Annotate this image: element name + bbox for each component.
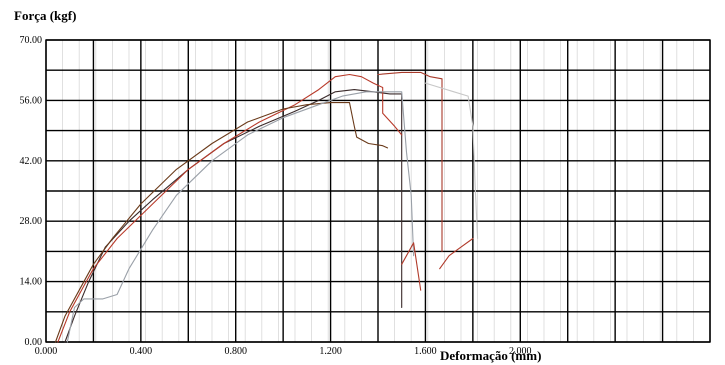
series-line-7 [439, 237, 474, 270]
series-line-6 [424, 82, 479, 240]
x-tick-label: 0.400 [130, 346, 153, 357]
y-tick-label: 42.00 [20, 156, 43, 167]
series-line-3 [54, 102, 389, 343]
x-tick-label: 1.200 [319, 346, 342, 357]
y-axis-label: Força (kgf) [14, 8, 76, 23]
y-tick-label: 28.00 [20, 216, 43, 227]
plot-frame [45, 39, 711, 343]
x-tick-label: 2.000 [509, 346, 532, 357]
grid [45, 39, 711, 343]
x-tick-label: 0.000 [35, 346, 58, 357]
x-tick-label: 0.800 [224, 346, 247, 357]
y-tick-label: 70.00 [20, 35, 43, 46]
x-axis-label: Deformação (mm) [440, 348, 541, 363]
series-line-4 [66, 91, 415, 343]
series-layer [54, 71, 479, 343]
y-tick-label: 0.00 [25, 337, 43, 348]
series-line-1 [64, 89, 403, 343]
y-tick-label: 14.00 [20, 277, 43, 288]
tick-labels: 0.000 0.400 0.800 1.200 1.600 2.000 0.00 14.00 2… [20, 35, 532, 357]
series-line-5 [377, 71, 443, 252]
series-line-2 [57, 73, 403, 343]
x-tick-label: 1.600 [414, 346, 437, 357]
series-line-8 [401, 242, 422, 291]
y-tick-label: 56.00 [20, 95, 43, 106]
